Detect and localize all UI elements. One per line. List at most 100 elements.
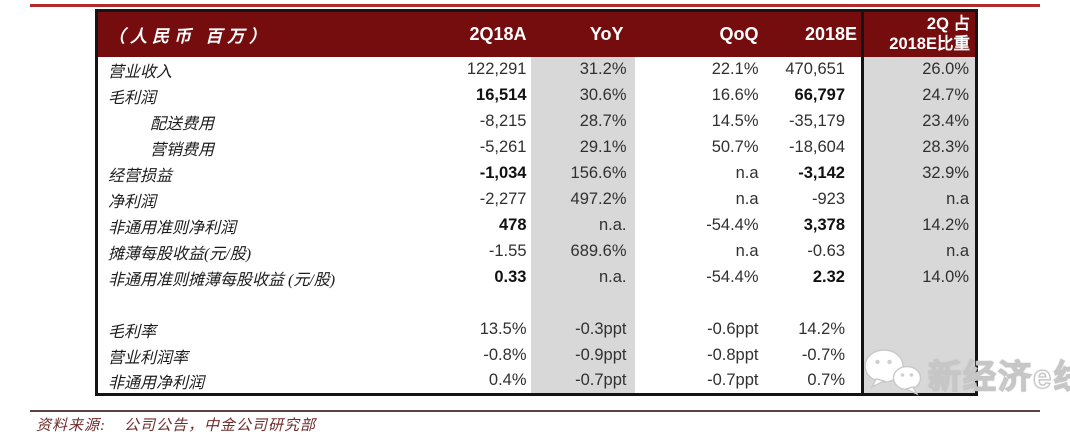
cell-share <box>861 368 978 395</box>
header-2q-share-line1: 2Q 占 <box>926 15 970 34</box>
row-label: 净利润 <box>108 193 157 211</box>
cell-2018e: -923 <box>811 190 845 208</box>
table-row-spacer <box>97 290 978 317</box>
row-label: 摊薄每股收益(元/股) <box>108 245 252 263</box>
header-2q-share: 2Q 占 2018E比重 <box>861 10 978 57</box>
cell-2q18a: -8,215 <box>479 112 527 130</box>
cell-2q18a: 16,514 <box>476 86 527 104</box>
cell-2q18a: -2,277 <box>479 190 527 208</box>
header-qoq: QoQ <box>634 10 763 57</box>
table-row-marketing-expense: 营销费用 -5,261 29.1% 50.7% -18,604 28.3% <box>97 134 978 161</box>
cell-yoy: -0.3ppt <box>530 316 635 343</box>
table-row-revenue: 营业收入 122,291 31.2% 22.1% 470,651 26.0% <box>97 56 978 83</box>
table-row-gross-profit: 毛利润 16,514 30.6% 16.6% 66,797 24.7% <box>97 82 978 109</box>
cell-share <box>861 316 978 343</box>
table-row-non-gaap-margin: 非通用净利润 0.4% -0.7ppt -0.7ppt 0.7% <box>97 368 978 395</box>
cell-share: 32.9% <box>861 160 978 187</box>
cell-qoq: -54.4% <box>706 216 759 234</box>
cell-share <box>861 342 978 369</box>
table-row-net-profit: 净利润 -2,277 497.2% n.a -923 n.a <box>97 186 978 213</box>
cell-2018e: 14.2% <box>798 320 845 338</box>
table-row-fulfillment-expense: 配送费用 -8,215 28.7% 14.5% -35,179 23.4% <box>97 108 978 135</box>
cell-2018e: 2.32 <box>812 268 845 286</box>
cell-qoq: 14.5% <box>711 112 759 130</box>
table-row-operating-profit: 经营损益 -1,034 156.6% n.a -3,142 32.9% <box>97 160 978 187</box>
source-text: 公司公告，中金公司研究部 <box>124 418 317 434</box>
cell-yoy: 156.6% <box>530 160 635 187</box>
cell-2018e: 0.7% <box>807 371 845 390</box>
cell-qoq: n.a <box>735 190 759 208</box>
table-row-non-gaap-net-profit: 非通用准则净利润 478 n.a. -54.4% 3,378 14.2% <box>97 212 978 239</box>
cell-2q18a: -5,261 <box>479 138 527 156</box>
cell-2q18a: -0.8% <box>483 346 527 364</box>
cell-2018e: -35,179 <box>789 112 845 130</box>
cell-yoy: n.a. <box>530 212 635 239</box>
row-label: 营销费用 <box>150 141 215 159</box>
source-note: 资料来源: 公司公告，中金公司研究部 <box>36 414 316 435</box>
table-row-diluted-eps: 摊薄每股收益(元/股) -1.55 689.6% n.a -0.63 n.a <box>97 238 978 265</box>
cell-2018e: -0.7% <box>801 346 845 364</box>
cell-2q18a: 13.5% <box>479 320 527 338</box>
table-row-non-gaap-diluted-eps: 非通用准则摊薄每股收益 (元/股) 0.33 n.a. -54.4% 2.32 … <box>97 264 978 291</box>
cell-share: 14.2% <box>861 212 978 239</box>
source-label: 资料来源: <box>36 418 106 434</box>
cell-2q18a: 478 <box>498 216 527 234</box>
row-label: 配送费用 <box>150 115 215 133</box>
cell-share: 28.3% <box>861 134 978 161</box>
cell-share: 23.4% <box>861 108 978 135</box>
cell-share: 26.0% <box>861 56 978 83</box>
header-yoy: YoY <box>530 10 635 57</box>
cell-2018e: -18,604 <box>789 138 845 156</box>
row-label: 营业利润率 <box>108 349 189 367</box>
table-body: 营业收入 122,291 31.2% 22.1% 470,651 26.0% 毛… <box>97 56 978 395</box>
header-unit-label: （人民币 百万） <box>96 10 453 57</box>
header-row: （人民币 百万） 2Q18A YoY QoQ 2018E 2Q 占 2018E比… <box>96 10 978 57</box>
cell-2q18a: -1,034 <box>479 164 527 182</box>
cell-share: n.a <box>861 238 978 265</box>
cell-2q18a: -1.55 <box>488 242 527 260</box>
cell-qoq: -0.7ppt <box>707 371 759 390</box>
header-2q-share-line2: 2018E比重 <box>889 35 970 54</box>
cell-share: 14.0% <box>861 264 978 291</box>
cell-share: 24.7% <box>861 82 978 109</box>
cell-2018e: -3,142 <box>798 164 845 182</box>
bottom-divider-line <box>30 410 1040 412</box>
cell-qoq: n.a <box>735 242 759 260</box>
table-row-operating-margin: 营业利润率 -0.8% -0.9ppt -0.8ppt -0.7% <box>97 342 978 369</box>
cell-yoy: -0.9ppt <box>530 342 635 369</box>
row-label: 营业收入 <box>108 63 173 81</box>
cell-share: n.a <box>861 186 978 213</box>
cell-2018e <box>763 291 863 317</box>
cell-qoq: 16.6% <box>711 86 759 104</box>
cell-2018e: 470,651 <box>785 60 845 78</box>
cell-2q18a: 122,291 <box>466 60 527 78</box>
table-row-gross-margin: 毛利率 13.5% -0.3ppt -0.6ppt 14.2% <box>97 316 978 343</box>
cell-2q18a: 0.33 <box>494 268 527 286</box>
cell-qoq <box>635 291 763 317</box>
cell-2018e: 3,378 <box>803 216 845 234</box>
cell-2018e: -0.63 <box>807 242 845 260</box>
cell-yoy: -0.7ppt <box>530 368 635 395</box>
row-label: 非通用准则净利润 <box>108 219 237 237</box>
row-label: 毛利润 <box>108 89 157 107</box>
cell-2018e: 66,797 <box>794 86 845 104</box>
table-header: （人民币 百万） 2Q18A YoY QoQ 2018E 2Q 占 2018E比… <box>96 10 978 57</box>
cell-yoy: n.a. <box>530 264 635 291</box>
cell-yoy <box>530 290 635 317</box>
cell-qoq: -54.4% <box>706 268 759 286</box>
cell-yoy: 29.1% <box>530 134 635 161</box>
cell-share <box>861 290 978 317</box>
cell-yoy: 689.6% <box>530 238 635 265</box>
cell-2q18a: 0.4% <box>488 371 527 390</box>
cell-yoy: 28.7% <box>530 108 635 135</box>
header-2018e: 2018E <box>762 10 863 57</box>
cell-qoq: 50.7% <box>711 138 759 156</box>
row-label: 非通用准则摊薄每股收益 (元/股) <box>108 271 336 289</box>
cell-qoq: 22.1% <box>711 60 759 78</box>
row-label: 毛利率 <box>108 323 157 341</box>
cell-yoy: 30.6% <box>530 82 635 109</box>
financial-summary-table: （人民币 百万） 2Q18A YoY QoQ 2018E 2Q 占 2018E比… <box>95 9 978 396</box>
cell-yoy: 31.2% <box>530 56 635 83</box>
row-label <box>97 291 453 317</box>
